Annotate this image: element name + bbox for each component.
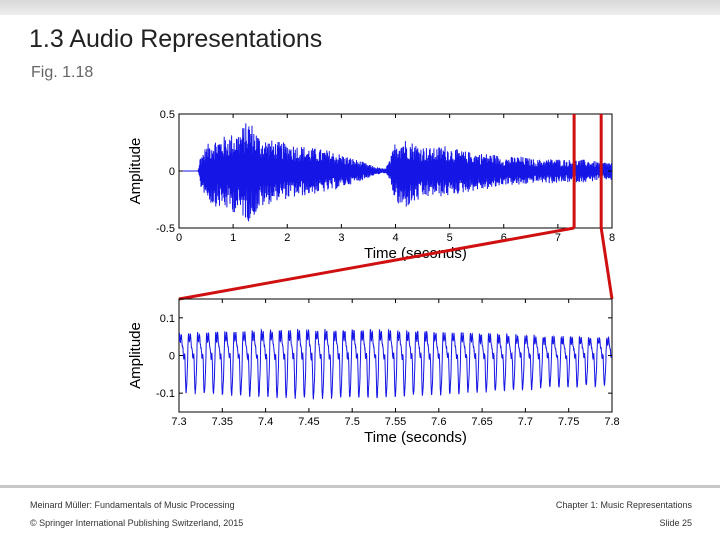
x-tick-label: 7.3 [171, 416, 186, 428]
x-tick-label: 4 [392, 232, 398, 244]
x-tick-label: 7.65 [471, 416, 492, 428]
overview-waveform [179, 123, 612, 222]
zoomed-waveform [179, 328, 612, 400]
overview-x-axis-label: Time (seconds) [364, 245, 467, 262]
top-accent-bar [0, 0, 720, 15]
x-tick-label: 3 [338, 232, 344, 244]
zoomed-y-axis-label: Amplitude [127, 322, 144, 389]
x-tick-label: 0 [176, 232, 182, 244]
zoomed-y-ticks: -0.1 0 0.1 [156, 313, 612, 400]
x-tick-label: 7 [555, 232, 561, 244]
overview-y-ticks: -0.5 0 0.5 [156, 109, 612, 235]
zoom-connector-right [599, 227, 614, 300]
x-tick-label: 8 [609, 232, 615, 244]
y-tick-label: 0.1 [160, 313, 175, 325]
x-tick-label: 7.6 [431, 416, 446, 428]
overview-waveform-line [179, 123, 612, 222]
zoomed-waveform-line [179, 328, 612, 400]
x-tick-label: 7.7 [518, 416, 533, 428]
footer-chapter: Chapter 1: Music Representations [555, 500, 692, 510]
zoomed-waveform-chart: -0.1 0 0.1 7.3 7.35 7.4 7.45 7.5 7.55 7.6 7.65 7.7… [127, 298, 620, 446]
zoom-indicator [178, 114, 614, 301]
zoom-connector-left [178, 226, 575, 301]
x-tick-label: 7.5 [345, 416, 360, 428]
slide-title: 1.3 Audio Representations [29, 25, 323, 53]
footer-copyright: © Springer International Publishing Swit… [30, 518, 244, 528]
x-tick-label: 5 [447, 232, 453, 244]
y-tick-label: -0.1 [156, 388, 175, 400]
zoomed-x-axis-label: Time (seconds) [364, 429, 467, 446]
y-tick-label: 0 [169, 351, 175, 363]
y-tick-label: 0 [169, 166, 175, 178]
footer-slide-number: Slide 25 [659, 518, 692, 528]
footer-author-book: Meinard Müller: Fundamentals of Music Pr… [30, 500, 235, 510]
x-tick-label: 7.4 [258, 416, 273, 428]
overview-x-ticks: 0 1 2 3 4 5 6 7 8 [176, 114, 615, 244]
zoomed-x-ticks: 7.3 7.35 7.4 7.45 7.5 7.55 7.6 7.65 7.7 7.75 7.8 [171, 299, 620, 428]
x-tick-label: 6 [501, 232, 507, 244]
x-tick-label: 1 [230, 232, 236, 244]
x-tick-label: 7.45 [298, 416, 319, 428]
y-tick-label: 0.5 [160, 109, 175, 121]
x-tick-label: 7.75 [558, 416, 579, 428]
y-tick-label: -0.5 [156, 223, 175, 235]
x-tick-label: 7.55 [385, 416, 406, 428]
x-tick-label: 7.8 [604, 416, 619, 428]
overview-y-axis-label: Amplitude [127, 138, 144, 205]
x-tick-label: 2 [284, 232, 290, 244]
x-tick-label: 7.35 [212, 416, 233, 428]
footer-divider [0, 485, 720, 488]
figure-number: Fig. 1.18 [31, 64, 94, 81]
